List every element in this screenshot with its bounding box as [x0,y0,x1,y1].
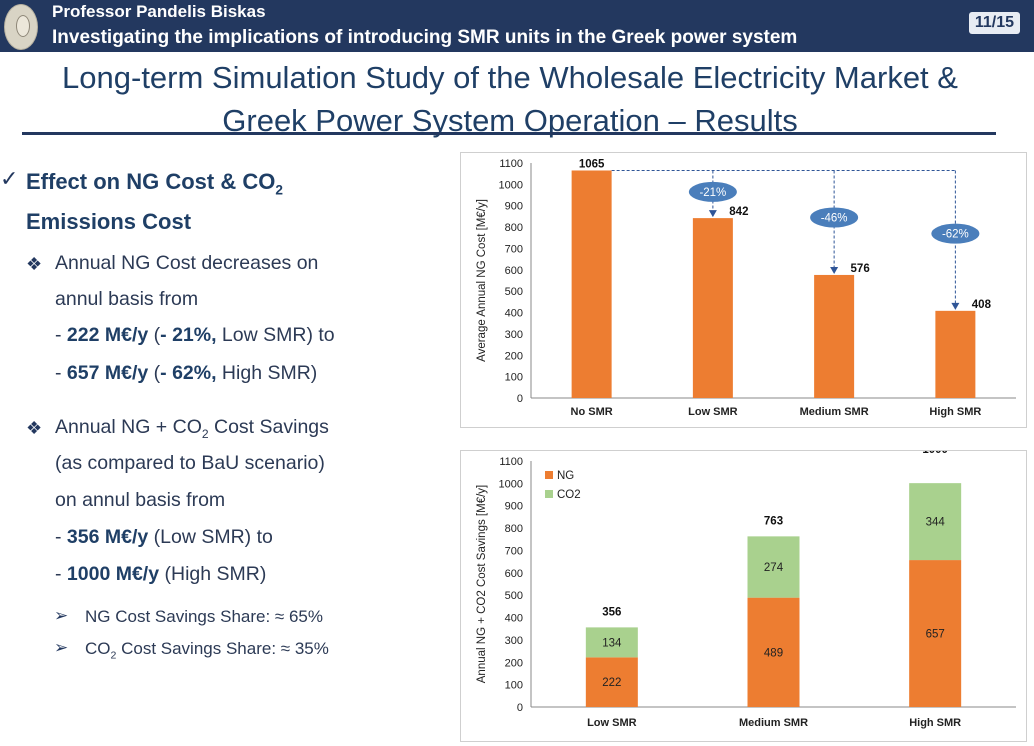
y-tick-label: 200 [505,350,523,362]
bullet2-line4: - 356 M€/y (Low SMR) to [55,526,273,548]
reduction-label: -62% [942,229,969,241]
segment-value-label: 344 [926,517,946,529]
legend-label-co2: CO2 [557,489,581,501]
data-label: 408 [972,299,992,311]
y-axis-label: Annual NG + CO2 Cost Savings [M€/y] [476,485,488,683]
y-tick-label: 600 [505,265,523,277]
y-tick-label: 500 [505,590,523,602]
bar-3 [814,274,855,398]
data-label: 576 [851,263,870,275]
segment-value-label: 274 [764,562,784,574]
x-tick-label: Low SMR [587,717,637,729]
bullet2-line5: - 1000 M€/y (High SMR) [55,563,267,585]
sub-bullet-ng-share: NG Cost Savings Share: ≈ 65% [85,607,323,626]
diamond-bullet-icon: ❖ [26,418,43,438]
y-axis-label: Average Annual NG Cost [M€/y] [476,199,488,362]
legend-swatch-co2 [545,490,553,498]
y-tick-label: 800 [505,523,523,535]
ng-cost-chart: 0 100 200 300 400 500 600 700 800 900 1000 1100 Aver… [460,152,1027,428]
y-tick-label: 700 [505,545,523,557]
page-number: 11/15 [968,12,1020,34]
bar-segment-co2 [909,483,962,561]
cost-savings-chart: 0 100 200 300 400 500 600 700 800 900 1000 1100 Annu… [460,444,1027,742]
reduction-callout [931,223,980,244]
arrow-head-icon [951,302,960,310]
y-tick-label: 800 [505,222,523,234]
y-tick-label: 100 [505,372,523,384]
legend-swatch-ng [545,471,553,479]
total-label: 356 [602,606,621,618]
x-tick-label: High SMR [909,717,961,729]
bar-segment-ng [747,597,800,707]
x-tick-label: High SMR [929,406,981,418]
data-label: 1065 [579,158,605,170]
bullet2-line2: (as compared to BaU scenario) [55,452,325,474]
y-tick-label: 1100 [499,456,523,468]
y-tick-label: 0 [517,702,523,714]
reduction-callout [810,207,859,228]
y-tick-label: 400 [505,308,523,320]
bullet1-line3: - 222 M€/y (- 21%, Low SMR) to [55,324,335,346]
segment-value-label: 489 [764,647,783,659]
title-underline [22,132,996,135]
bullet1-line2: annul basis from [55,288,199,310]
sub-bullet-co2-share: CO2 Cost Savings Share: ≈ 35% [85,639,329,662]
bar-segment-ng [585,657,638,707]
reduction-label: -46% [821,212,848,224]
university-logo [0,0,40,52]
slide-title-line1: Long-term Simulation Study of the Wholes… [62,60,958,95]
header-bar: Professor Pandelis Biskas Investigating … [0,0,1034,52]
slide-title-line2: Greek Power System Operation – Results [222,103,798,138]
segment-value-label: 222 [602,677,621,689]
data-label: 842 [729,206,748,218]
reduction-label: -21% [699,187,726,199]
check-icon: ✓ [0,166,19,191]
y-tick-label: 300 [505,329,523,341]
bar-4 [935,310,976,398]
legend-label-ng: NG [557,470,574,482]
y-tick-label: 100 [505,680,523,692]
bullet1-line4: - 657 M€/y (- 62%, High SMR) [55,362,318,384]
y-tick-label: 1100 [499,158,523,170]
arrow-bullet-icon: ➢ [54,606,69,625]
y-tick-label: 0 [517,393,523,405]
diamond-bullet-icon: ❖ [26,254,43,274]
y-tick-label: 900 [505,501,523,513]
x-tick-label: Medium SMR [739,717,808,729]
y-tick-label: 900 [505,201,523,213]
bar-segment-ng [909,560,962,707]
y-tick-label: 1000 [499,179,523,191]
cost-savings-chart-svg: 0 100 200 300 400 500 600 700 800 900 1000 1100 Annu… [476,444,1016,729]
y-tick-label: 400 [505,613,523,625]
arrow-head-icon [830,266,839,274]
y-tick-label: 300 [505,635,523,647]
presentation-subtitle: Investigating the implications of introd… [52,27,798,48]
x-tick-label: Medium SMR [800,406,869,418]
x-tick-label: Low SMR [688,406,738,418]
bar-segment-co2 [585,627,638,658]
bar-segment-co2 [747,536,800,598]
bar-1 [571,170,612,398]
slide-title: Long-term Simulation Study of the Wholes… [20,56,1000,142]
arrow-bullet-icon: ➢ [54,638,69,657]
y-tick-label: 600 [505,568,523,580]
bullet1-line1: Annual NG Cost decreases on [55,252,319,274]
bullet2-line1: Annual NG + CO2 Cost Savings [55,416,329,441]
total-label: 1000 [922,451,948,456]
segment-value-label: 657 [926,629,945,641]
author-name: Professor Pandelis Biskas [52,2,266,21]
y-tick-label: 500 [505,286,523,298]
total-label: 763 [764,515,783,527]
bar-2 [692,218,733,398]
reduction-callout [688,181,737,202]
y-tick-label: 1000 [499,478,523,490]
arrow-head-icon [708,210,717,218]
y-tick-label: 200 [505,657,523,669]
segment-value-label: 134 [602,637,622,649]
section-heading: Effect on NG Cost & CO2 Emissions Cost [26,169,283,235]
bullet2-line3: on annul basis from [55,489,226,511]
y-tick-label: 700 [505,243,523,255]
ng-cost-chart-svg: 0 100 200 300 400 500 600 700 800 900 1000 1100 Aver… [476,158,1016,418]
x-tick-label: No SMR [571,406,613,418]
